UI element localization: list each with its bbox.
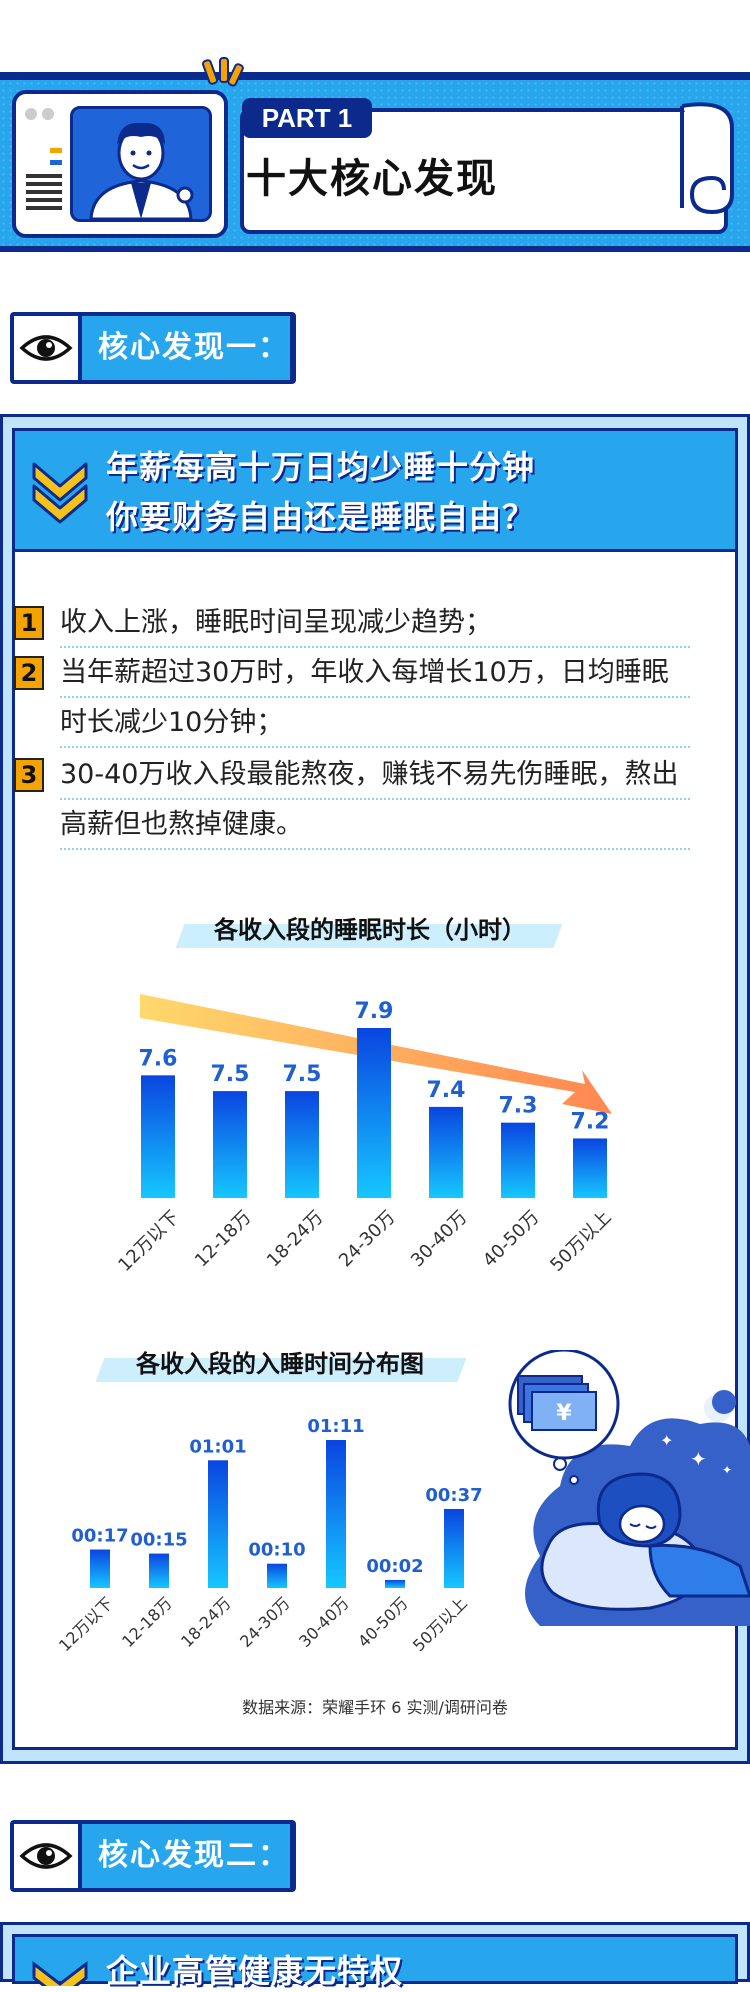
- point-number-1: 1: [14, 606, 44, 640]
- tick-label: 50万以上: [409, 1593, 471, 1655]
- money-thought-bubble: ¥: [508, 1350, 620, 1460]
- data-label: 7.2: [571, 1109, 610, 1134]
- data-source: 数据来源：荣耀手环 6 实测/调研问卷: [242, 1698, 508, 1717]
- bar: [429, 1106, 463, 1198]
- bar: [208, 1460, 228, 1588]
- data-label: 7.4: [427, 1078, 466, 1103]
- tick-label: 12万以下: [55, 1593, 117, 1655]
- svg-text:✦: ✦: [690, 1447, 707, 1471]
- burst-icon: [201, 57, 244, 87]
- tick-label: 12万以下: [114, 1207, 183, 1276]
- double-chevron-icon: [32, 1960, 88, 1986]
- part-badge: PART 1: [242, 98, 372, 138]
- bar: [501, 1122, 535, 1198]
- dotted-divider: [60, 696, 690, 698]
- doctor-avatar: [70, 106, 212, 222]
- bar: [357, 1028, 391, 1198]
- data-label: 00:37: [425, 1485, 482, 1506]
- tick-label: 24-30万: [236, 1593, 294, 1651]
- tick-label: 30-40万: [407, 1207, 472, 1272]
- point-text-2: 当年薪超过30万时，年收入每增长10万，日均睡眠时长减少10分钟；: [60, 657, 669, 738]
- point-number-2: 2: [14, 656, 44, 690]
- tick-label: 18-24万: [263, 1207, 328, 1272]
- svg-text:✦: ✦: [660, 1431, 673, 1450]
- eye-icon: [14, 316, 78, 380]
- chart2-title: 各收入段的入睡时间分布图: [136, 1350, 424, 1378]
- section-tab-label: 核心发现一：: [82, 316, 290, 380]
- bedtime-chart: 00:17 12万以下 00:15 12-18万 01:01 18-24万 00:10 24-…: [55, 1416, 483, 1655]
- card2-headline-1: 企业高管健康无特权: [106, 1952, 404, 1990]
- card-decor-icon: [25, 108, 62, 210]
- chart1-title: 各收入段的睡眠时长（小时）: [214, 916, 526, 944]
- page-title: 十大核心发现: [246, 156, 498, 202]
- card-headline-2: 你要财务自由还是睡眠自由？: [106, 498, 536, 536]
- bar: [267, 1563, 287, 1588]
- data-label: 00:10: [248, 1540, 305, 1561]
- yen-icon: ¥: [556, 1401, 572, 1426]
- bar: [149, 1553, 169, 1588]
- data-label: 7.6: [139, 1046, 178, 1071]
- data-label: 7.9: [355, 999, 394, 1024]
- data-label: 00:17: [71, 1526, 128, 1547]
- tick-label: 18-24万: [177, 1593, 235, 1651]
- point-text-1: 收入上涨，睡眠时间呈现减少趋势；: [60, 607, 492, 638]
- point-number-3: 3: [14, 758, 44, 792]
- tick-label: 24-30万: [335, 1207, 400, 1272]
- bar: [573, 1138, 607, 1198]
- eye-icon: [14, 1824, 78, 1888]
- sleeping-girl-illustration: ✦ ✦ ✦: [525, 1390, 750, 1626]
- sleep-duration-chart: 7.6 12万以下 7.5 12-18万 7.5 18-24万 7.9 24-30万 7.4 30…: [114, 994, 616, 1276]
- bar: [285, 1091, 319, 1198]
- double-chevron-icon: [32, 462, 88, 524]
- bar: [90, 1549, 110, 1588]
- data-label: 01:11: [307, 1416, 364, 1437]
- tick-label: 12-18万: [118, 1593, 176, 1651]
- section-tab-label: 核心发现二：: [82, 1824, 290, 1888]
- bar: [444, 1508, 464, 1588]
- data-label: 7.5: [211, 1062, 250, 1087]
- tick-label: 12-18万: [191, 1207, 256, 1272]
- dotted-divider: [60, 746, 690, 748]
- svg-text:✦: ✦: [722, 1463, 732, 1477]
- data-label: 7.3: [499, 1094, 538, 1119]
- tick-label: 40-50万: [479, 1207, 544, 1272]
- bar: [326, 1440, 346, 1588]
- point-text-3: 30-40万收入段最能熬夜，赚钱不易先伤睡眠，熬出高薪但也熬掉健康。: [60, 759, 679, 840]
- doctor-icon: [89, 122, 194, 219]
- bar: [141, 1075, 175, 1198]
- dotted-divider: [60, 848, 690, 850]
- tick-label: 30-40万: [295, 1593, 353, 1651]
- bar: [213, 1091, 247, 1198]
- data-label: 00:02: [366, 1556, 423, 1577]
- card-headline-1: 年薪每高十万日均少睡十分钟: [106, 448, 536, 486]
- dotted-divider: [60, 798, 690, 800]
- scroll-roll-icon: [680, 102, 734, 215]
- tick-label: 50万以上: [546, 1207, 615, 1276]
- data-label: 01:01: [189, 1436, 246, 1457]
- data-label: 7.5: [283, 1062, 322, 1087]
- data-label: 00:15: [130, 1530, 187, 1551]
- tick-label: 40-50万: [354, 1593, 412, 1651]
- bar: [385, 1579, 405, 1588]
- finding-card-header: [12, 428, 738, 552]
- dotted-divider: [60, 646, 690, 648]
